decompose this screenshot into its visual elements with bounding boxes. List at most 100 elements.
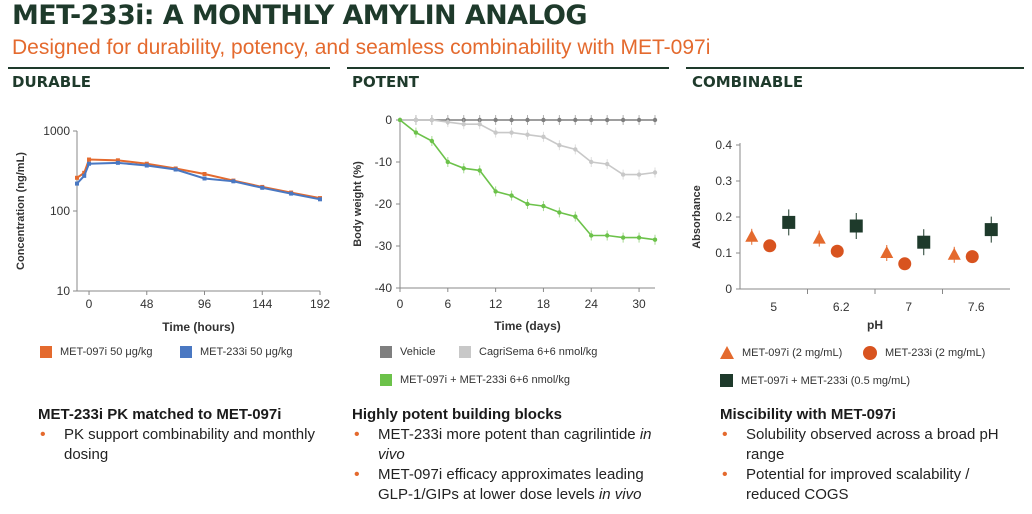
bw-data-point bbox=[541, 203, 546, 209]
bullet-potent-2-text: MET-097i efficacy approximates leading G… bbox=[378, 466, 644, 503]
legend-marker bbox=[720, 374, 733, 387]
pk-x-tick-label: 192 bbox=[310, 297, 330, 311]
abs-triangle-marker bbox=[947, 247, 961, 260]
abs-legend-item: MET-233i (2 mg/mL) bbox=[863, 346, 985, 360]
bullet-potent-1-text: MET-233i more potent than cagrilintide bbox=[378, 426, 640, 443]
bw-data-point bbox=[525, 201, 530, 207]
note-title-durable: MET-233i PK matched to MET-097i bbox=[38, 406, 282, 423]
bw-x-axis-label: Time (days) bbox=[494, 319, 560, 333]
note-potent: Highly potent building blocks MET-233i m… bbox=[352, 406, 670, 505]
bw-y-tick-label: -30 bbox=[375, 239, 393, 253]
bw-x-tick-label: 30 bbox=[632, 297, 646, 311]
abs-x-tick-label: 5 bbox=[770, 300, 777, 314]
bullet-combinable-2: Potential for improved scalability / red… bbox=[720, 465, 1020, 505]
abs-y-tick-label: 0.1 bbox=[715, 246, 732, 260]
bullet-combinable-1: Solubility observed across a broad pH ra… bbox=[720, 425, 1020, 465]
bw-series-line-1 bbox=[400, 119, 656, 176]
bullet-durable-1: PK support combinability and monthly dos… bbox=[38, 425, 328, 465]
abs-square-marker bbox=[782, 215, 796, 229]
page-subtitle: Designed for durability, potency, and se… bbox=[12, 36, 711, 59]
bw-data-point bbox=[525, 117, 530, 123]
bw-data-point bbox=[541, 134, 546, 139]
legend-label: MET-097i 50 μg/kg bbox=[60, 346, 153, 358]
pk-data-point bbox=[144, 163, 149, 168]
bw-data-point bbox=[573, 214, 578, 219]
legend-marker bbox=[720, 346, 734, 359]
bw-data-point bbox=[461, 122, 466, 127]
bw-y-tick-label: 0 bbox=[385, 113, 392, 127]
legend-label: MET-233i (2 mg/mL) bbox=[885, 347, 986, 359]
pk-line-chart: 10 100 1000 0 48 96 144 192 Time (hours) Concentr… bbox=[15, 124, 330, 334]
abs-y-tick-label: 0.2 bbox=[715, 210, 732, 224]
bw-data-point bbox=[429, 117, 435, 123]
bw-data-point bbox=[509, 193, 514, 198]
heading-combinable: COMBINABLE bbox=[692, 73, 804, 91]
bw-legend-item: Vehicle bbox=[380, 346, 435, 358]
legend-swatch bbox=[459, 346, 471, 358]
bullet-potent-1-emphasis: in vivo bbox=[378, 426, 652, 463]
bw-data-point bbox=[445, 159, 451, 165]
bw-x-tick-label: 0 bbox=[397, 297, 404, 311]
legend-label: MET-097i + MET-233i 6+6 nmol/kg bbox=[400, 374, 570, 386]
note-combinable: Miscibility with MET-097i Solubility obs… bbox=[720, 406, 1020, 505]
bw-data-point bbox=[620, 117, 626, 123]
bw-x-tick-label: 12 bbox=[489, 297, 503, 311]
bw-data-point bbox=[620, 172, 626, 177]
abs-circle-marker bbox=[830, 244, 844, 258]
pk-y-tick-label: 10 bbox=[57, 284, 71, 298]
bw-data-point bbox=[477, 168, 482, 173]
bw-data-point bbox=[589, 117, 594, 123]
pk-data-point bbox=[82, 170, 87, 175]
pk-legend-item: MET-233i 50 μg/kg bbox=[180, 346, 293, 358]
bw-data-point bbox=[493, 130, 498, 135]
legend-swatch bbox=[180, 346, 192, 358]
legend-swatch bbox=[380, 374, 392, 386]
pk-data-point bbox=[202, 172, 207, 177]
note-title-potent: Highly potent building blocks bbox=[352, 406, 562, 423]
abs-x-tick-label: 7 bbox=[905, 300, 912, 314]
bw-data-point bbox=[509, 117, 514, 123]
body-weight-line-chart: 0 -10 -20 -30 -40 0 6 12 18 24 30 Time (days) Body w… bbox=[352, 113, 658, 333]
pk-data-point bbox=[115, 158, 120, 163]
bw-x-tick-label: 24 bbox=[585, 297, 599, 311]
bw-data-point bbox=[493, 189, 498, 194]
pk-data-point bbox=[115, 160, 120, 165]
legend-label: MET-097i + MET-233i (0.5 mg/mL) bbox=[741, 374, 911, 387]
abs-x-axis-label: pH bbox=[867, 318, 883, 332]
pk-x-axis-label: Time (hours) bbox=[162, 320, 234, 334]
bw-y-tick-label: -10 bbox=[375, 155, 393, 169]
abs-y-tick-label: 0.3 bbox=[715, 174, 732, 188]
pk-x-tick-label: 0 bbox=[86, 297, 93, 311]
divider-durable bbox=[8, 67, 330, 69]
bw-data-point bbox=[589, 233, 594, 238]
abs-circle-marker bbox=[763, 239, 777, 253]
bw-x-tick-label: 18 bbox=[537, 297, 551, 311]
bw-data-point bbox=[477, 122, 482, 127]
bw-data-point bbox=[429, 138, 435, 144]
bw-data-point bbox=[604, 233, 610, 238]
pk-data-point bbox=[173, 167, 178, 172]
abs-circle-marker bbox=[898, 257, 912, 271]
bw-x-tick-label: 6 bbox=[444, 297, 451, 311]
pk-y-tick-label: 1000 bbox=[43, 124, 70, 138]
abs-y-tick-label: 0 bbox=[725, 282, 732, 296]
abs-square-marker bbox=[917, 235, 931, 249]
legend-swatch bbox=[380, 346, 392, 358]
legend-label: Vehicle bbox=[400, 346, 436, 358]
bw-data-point bbox=[636, 172, 642, 177]
bw-data-point bbox=[413, 130, 419, 135]
pk-data-point bbox=[318, 197, 322, 202]
bullet-potent-1: MET-233i more potent than cagrilintide i… bbox=[352, 425, 670, 465]
bw-data-point bbox=[604, 161, 610, 167]
bw-y-tick-label: -40 bbox=[375, 281, 393, 295]
note-title-combinable: Miscibility with MET-097i bbox=[720, 406, 896, 423]
abs-triangle-marker bbox=[880, 246, 894, 258]
pk-data-point bbox=[87, 157, 92, 162]
legend-label: CagriSema 6+6 nmol/kg bbox=[479, 346, 598, 358]
pk-series-line-1 bbox=[76, 161, 321, 201]
bw-data-point bbox=[509, 130, 514, 135]
bw-legend-item: MET-097i + MET-233i 6+6 nmol/kg bbox=[380, 374, 570, 386]
bw-data-point bbox=[397, 117, 403, 123]
pk-y-tick-label: 100 bbox=[50, 204, 70, 218]
pk-data-point bbox=[289, 191, 294, 196]
